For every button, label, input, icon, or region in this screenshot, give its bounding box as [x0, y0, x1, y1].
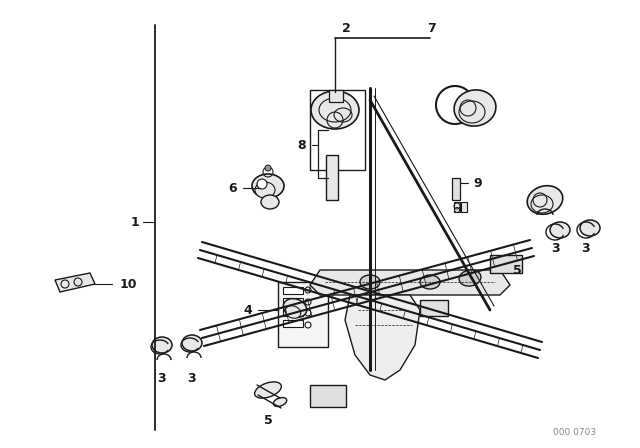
- Ellipse shape: [152, 337, 172, 353]
- Text: 3: 3: [580, 241, 589, 254]
- Text: 6: 6: [228, 181, 237, 194]
- Ellipse shape: [255, 182, 275, 198]
- Ellipse shape: [454, 90, 496, 126]
- Ellipse shape: [273, 397, 287, 406]
- Ellipse shape: [459, 101, 485, 123]
- Ellipse shape: [311, 91, 359, 129]
- Bar: [283, 309, 303, 316]
- Text: 3: 3: [188, 371, 196, 384]
- Bar: [283, 320, 303, 327]
- Ellipse shape: [580, 220, 600, 236]
- Ellipse shape: [285, 306, 301, 318]
- Polygon shape: [345, 295, 420, 380]
- Ellipse shape: [284, 299, 307, 317]
- Ellipse shape: [319, 98, 351, 122]
- Text: 5: 5: [513, 263, 522, 276]
- Ellipse shape: [420, 275, 440, 289]
- Text: 000 0703: 000 0703: [554, 427, 596, 436]
- Text: 8: 8: [298, 138, 307, 151]
- Bar: [310, 90, 365, 170]
- Bar: [310, 385, 346, 407]
- Bar: [420, 300, 448, 316]
- Text: 2: 2: [342, 22, 350, 34]
- Circle shape: [265, 165, 271, 171]
- Ellipse shape: [252, 174, 284, 198]
- Bar: [283, 298, 303, 305]
- Polygon shape: [310, 270, 510, 295]
- Polygon shape: [55, 273, 95, 292]
- Ellipse shape: [531, 195, 553, 213]
- Text: 3: 3: [550, 241, 559, 254]
- Text: 5: 5: [264, 414, 273, 426]
- Text: 3: 3: [157, 371, 166, 384]
- Bar: [461, 202, 467, 212]
- Ellipse shape: [182, 335, 202, 351]
- Ellipse shape: [360, 275, 380, 289]
- Bar: [278, 282, 328, 347]
- Ellipse shape: [459, 270, 481, 286]
- Bar: [490, 255, 522, 273]
- Bar: [283, 287, 303, 294]
- Text: 1: 1: [131, 215, 140, 228]
- Text: 4: 4: [244, 303, 252, 316]
- Circle shape: [257, 179, 267, 189]
- Bar: [326, 155, 338, 200]
- Text: 7: 7: [428, 22, 436, 34]
- Bar: [329, 90, 343, 102]
- Bar: [452, 178, 460, 200]
- Text: 9: 9: [474, 177, 483, 190]
- Bar: [454, 202, 460, 212]
- Ellipse shape: [527, 186, 563, 214]
- Ellipse shape: [550, 222, 570, 238]
- Text: 10: 10: [120, 277, 138, 290]
- Ellipse shape: [255, 382, 282, 398]
- Ellipse shape: [261, 195, 279, 209]
